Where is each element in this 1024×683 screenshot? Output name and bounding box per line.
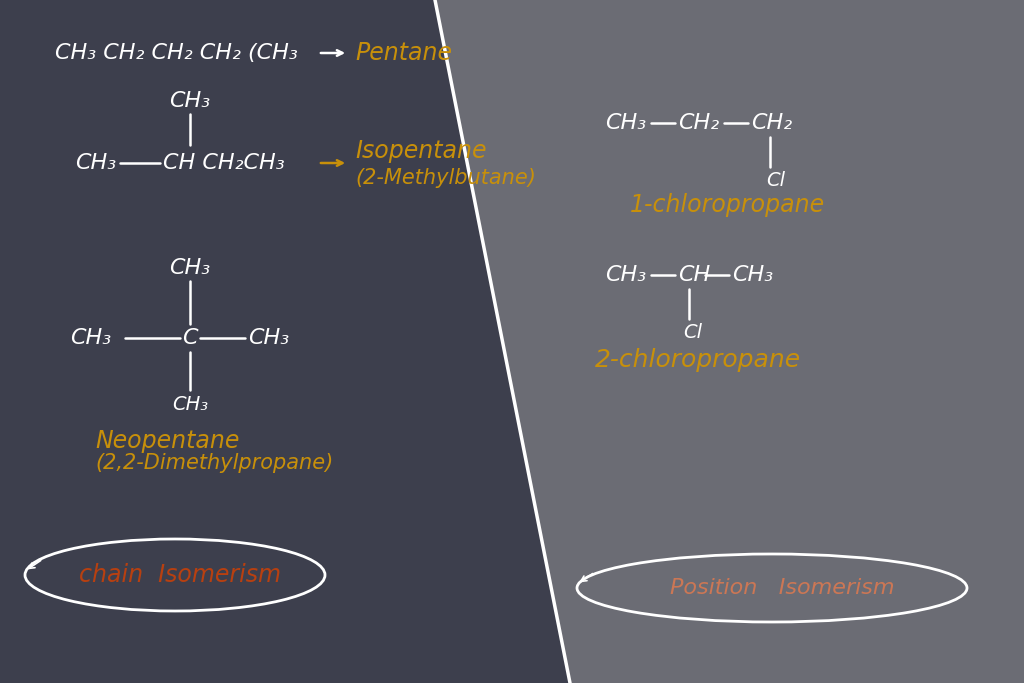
Text: CH₃: CH₃: [169, 91, 211, 111]
Text: Isopentane: Isopentane: [355, 139, 486, 163]
Text: Cl: Cl: [683, 322, 702, 342]
Text: CH₃: CH₃: [172, 395, 208, 415]
Text: (2,2-Dimethylpropane): (2,2-Dimethylpropane): [95, 453, 333, 473]
Text: CH₂: CH₂: [678, 113, 719, 133]
Text: Cl: Cl: [766, 171, 785, 189]
Text: CH: CH: [678, 265, 711, 285]
Text: CH₃: CH₃: [75, 153, 116, 173]
Polygon shape: [0, 0, 570, 683]
Text: CH₃: CH₃: [732, 265, 773, 285]
Text: CH₃: CH₃: [605, 265, 646, 285]
Text: CH₃: CH₃: [248, 328, 289, 348]
Text: CH₃: CH₃: [169, 258, 211, 278]
Text: chain  Isomerism: chain Isomerism: [79, 563, 281, 587]
Text: CH₃: CH₃: [70, 328, 112, 348]
Text: Position   Isomerism: Position Isomerism: [670, 578, 894, 598]
Text: CH₃ CH₂ CH₂ CH₂ (CH₃: CH₃ CH₂ CH₂ CH₂ (CH₃: [55, 43, 298, 63]
Text: CH CH₂CH₃: CH CH₂CH₃: [163, 153, 285, 173]
Text: 1-chloropropane: 1-chloropropane: [630, 193, 825, 217]
Text: 2-chloropropane: 2-chloropropane: [595, 348, 801, 372]
Text: (2-Methylbutane): (2-Methylbutane): [355, 168, 536, 188]
Text: Pentane: Pentane: [355, 41, 452, 65]
Text: CH₃: CH₃: [605, 113, 646, 133]
Text: C: C: [182, 328, 198, 348]
Text: CH₂: CH₂: [751, 113, 793, 133]
Text: Neopentane: Neopentane: [95, 429, 240, 453]
